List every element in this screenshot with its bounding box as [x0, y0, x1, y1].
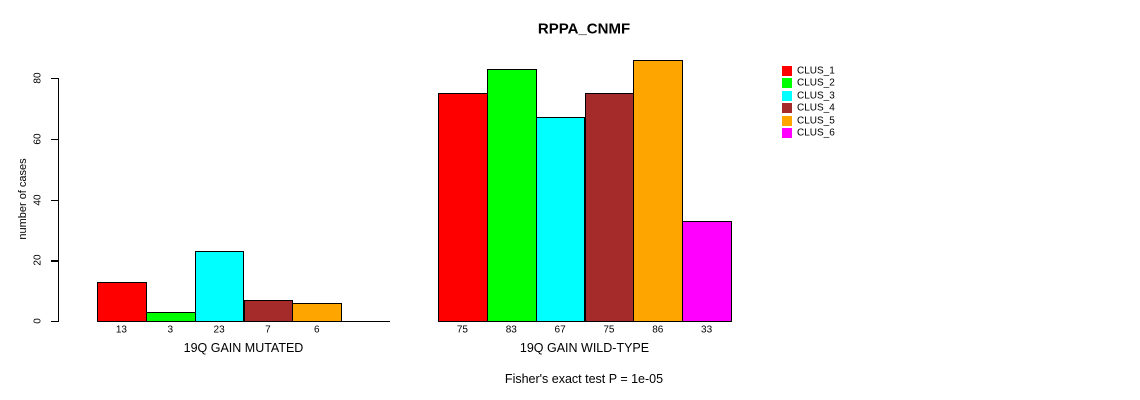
bar-clus-6	[682, 220, 732, 322]
group-x-label: 19Q GAIN WILD-TYPE	[519, 341, 650, 355]
chart-title: RPPA_CNMF	[537, 20, 631, 38]
bar-value-label: 33	[701, 324, 713, 336]
bar-value-label: 86	[652, 324, 664, 336]
y-tick-label: 0	[32, 318, 44, 324]
bar-value-label: 83	[505, 324, 517, 336]
bar-clus-2	[145, 311, 196, 322]
bar-clus-1	[438, 93, 488, 322]
legend-swatch	[782, 66, 792, 76]
legend-label: CLUS_3	[797, 90, 835, 102]
bar-clus-2	[486, 68, 537, 322]
bar-value-label: 7	[265, 324, 271, 336]
bar-value-label: 3	[167, 324, 174, 336]
bar-clus-5	[633, 59, 684, 322]
legend-swatch	[782, 78, 792, 89]
bar-value-label: 23	[213, 324, 225, 336]
bar-value-label: 6	[313, 324, 320, 336]
y-tick	[51, 138, 58, 141]
y-tick-label: 80	[32, 72, 44, 84]
y-tick	[51, 321, 58, 323]
y-tick-label: 20	[32, 254, 44, 266]
group-x-label: 19Q GAIN MUTATED	[183, 341, 304, 355]
legend-label: CLUS_2	[797, 77, 835, 89]
legend-swatch	[782, 103, 792, 114]
y-axis-line	[58, 78, 60, 322]
legend-label: CLUS_4	[797, 102, 835, 114]
legend-swatch	[782, 90, 792, 101]
y-tick-label: 60	[32, 133, 44, 145]
y-tick	[51, 260, 58, 262]
bar-clus-4	[584, 93, 635, 322]
legend-swatch	[782, 128, 792, 138]
bar-value-label: 13	[115, 324, 127, 336]
bar-clus-4	[243, 299, 294, 322]
bar-clus-3	[194, 251, 245, 322]
legend-label: CLUS_5	[797, 115, 835, 127]
footnote: Fisher's exact test P = 1e-05	[504, 372, 664, 386]
bar-value-label: 75	[456, 324, 468, 336]
legend-label: CLUS_1	[797, 65, 835, 77]
y-axis-title: number of cases	[17, 158, 29, 240]
y-tick-label: 40	[32, 193, 44, 206]
y-tick	[51, 78, 58, 80]
bar-value-label: 67	[554, 324, 566, 336]
legend-label: CLUS_6	[797, 127, 835, 139]
bar-value-label: 75	[603, 324, 615, 336]
bar-clus-3	[535, 117, 586, 322]
bar-clus-1	[97, 281, 147, 322]
bar-clus-5	[292, 302, 343, 322]
legend-swatch	[782, 115, 792, 126]
y-tick	[51, 199, 58, 201]
